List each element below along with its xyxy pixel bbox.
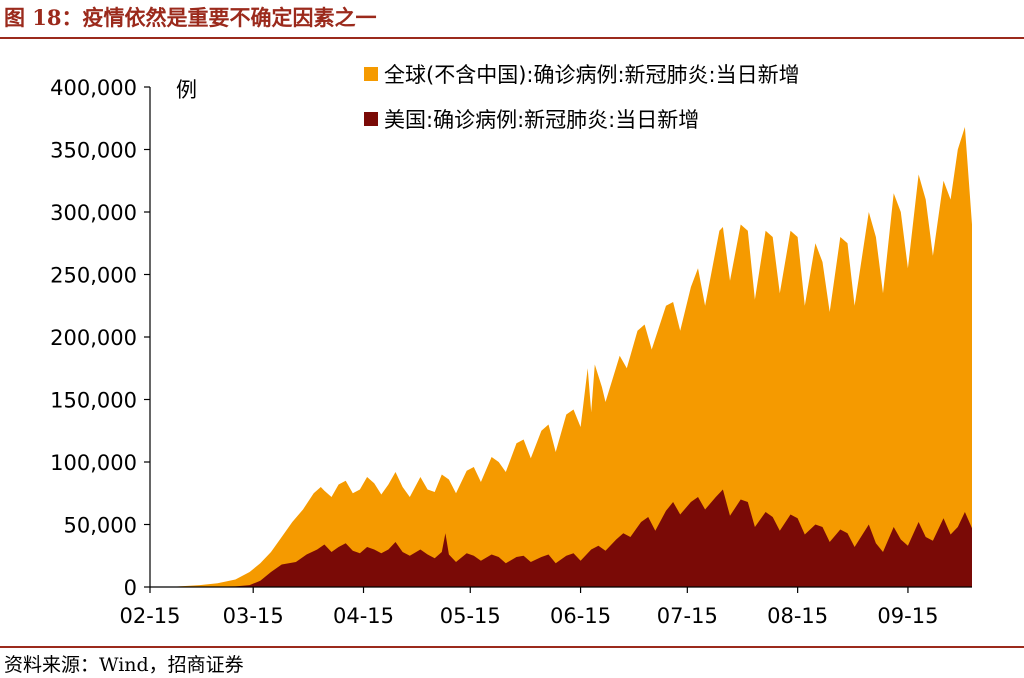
y-tick-label: 300,000: [50, 201, 137, 225]
x-tick-label: 08-15: [767, 604, 828, 628]
y-tick-label: 400,000: [50, 76, 137, 100]
y-tick-label: 150,000: [50, 389, 137, 413]
legend-label-us: 美国:确诊病例:新冠肺炎:当日新增: [384, 108, 699, 132]
legend-label-global: 全球(不含中国):确诊病例:新冠肺炎:当日新增: [384, 63, 800, 87]
source-divider: [0, 646, 1024, 648]
area-series-global: [150, 127, 972, 587]
x-tick-label: 09-15: [877, 604, 938, 628]
x-tick-label: 04-15: [333, 604, 394, 628]
chart-legend: 全球(不含中国):确诊病例:新冠肺炎:当日新增 美国:确诊病例:新冠肺炎:当日新…: [364, 63, 800, 132]
y-tick-label: 100,000: [50, 451, 137, 475]
area-series-us: [150, 489, 972, 587]
x-tick-label: 02-15: [119, 604, 180, 628]
x-tick-label: 07-15: [657, 604, 718, 628]
chart-axes: 0 50,000 100,000 150,000 200,000 250,000 300,0…: [50, 76, 972, 628]
y-tick-label: 50,000: [64, 514, 137, 538]
y-axis-unit-label: 例: [176, 78, 197, 102]
y-tick-label: 200,000: [50, 326, 137, 350]
x-tick-label: 05-15: [440, 604, 501, 628]
legend-swatch-us: [364, 112, 378, 126]
chart-title: 图 18：疫情依然是重要不确定因素之一: [4, 5, 377, 30]
y-tick-label: 250,000: [50, 264, 137, 288]
chart-areas: [150, 127, 972, 587]
area-chart: 0 50,000 100,000 150,000 200,000 250,000 300,0…: [50, 63, 972, 628]
y-tick-label: 350,000: [50, 139, 137, 163]
y-tick-label: 0: [124, 576, 137, 600]
source-note: 资料来源：Wind，招商证券: [4, 654, 244, 676]
x-tick-label: 06-15: [550, 604, 611, 628]
legend-swatch-global: [364, 67, 378, 81]
x-tick-label: 03-15: [223, 604, 284, 628]
title-divider: [0, 37, 1024, 39]
